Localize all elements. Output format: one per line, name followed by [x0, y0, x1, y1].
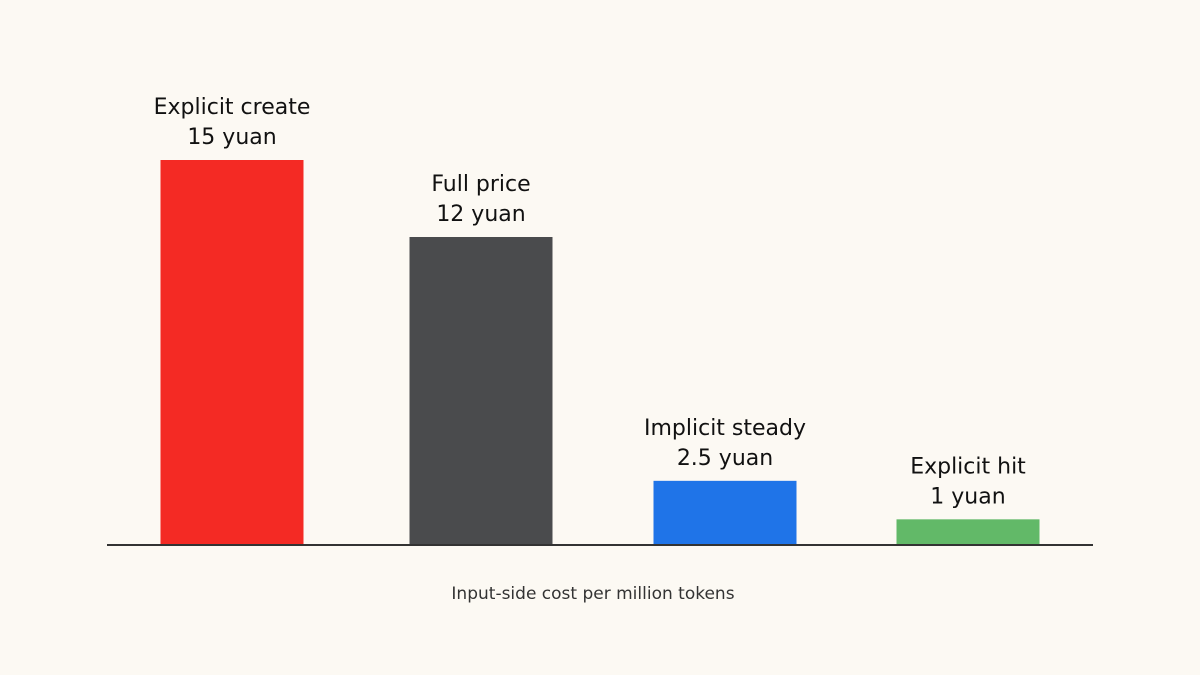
bar — [653, 480, 797, 545]
category-label: Explicit create — [154, 95, 311, 120]
x-axis-label: Input-side cost per million tokens — [451, 584, 734, 604]
bar — [896, 519, 1040, 545]
category-label: Implicit steady — [644, 416, 806, 441]
value-label: 15 yuan — [187, 125, 276, 150]
value-label: 1 yuan — [930, 484, 1005, 509]
category-label: Explicit hit — [910, 454, 1026, 479]
bar — [160, 160, 304, 545]
value-label: 2.5 yuan — [677, 446, 773, 471]
value-label: 12 yuan — [436, 202, 525, 227]
category-label: Full price — [431, 172, 530, 197]
bar — [409, 237, 553, 545]
